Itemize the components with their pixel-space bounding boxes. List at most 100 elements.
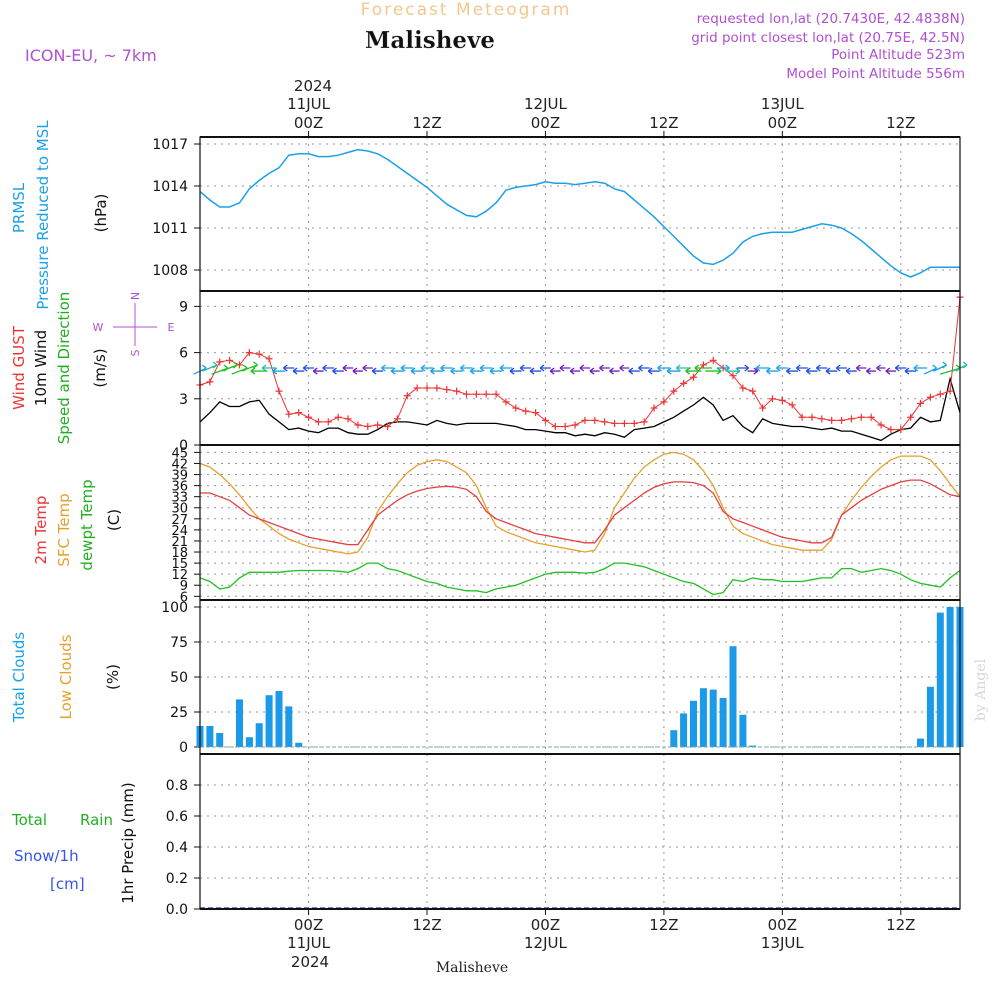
wind-gust-point (403, 392, 411, 400)
precip-ytick-label: 0.6 (166, 809, 188, 825)
wind-ytick-label: 0 (179, 438, 188, 454)
wind-gust-point (482, 390, 490, 398)
wind-direction-arrow (933, 361, 948, 372)
wind-gust-point (798, 413, 806, 421)
wind-gust-point (620, 419, 628, 427)
top-tick-label: 12Z (412, 114, 441, 132)
wind-10m-label: 10m Wind (32, 330, 50, 406)
wind-panel: 0 3 6 9 (179, 291, 968, 454)
top-tick-label: 12Z (649, 114, 678, 132)
wind-gust-point (393, 415, 401, 423)
wind-direction-arrow (666, 367, 681, 375)
temp-ytick-label: 45 (171, 446, 188, 461)
wind-direction-arrow (362, 364, 373, 372)
wind-gust-point (877, 421, 885, 429)
wind-gust-point (571, 421, 579, 429)
top-tick-label: 00Z (531, 114, 560, 132)
snow-label: Snow/1h (14, 847, 79, 865)
temp-ytick-label: 24 (171, 524, 188, 539)
wind-gust-point (226, 356, 234, 364)
wind-gust-point (472, 390, 480, 398)
point-altitude: Point Altitude 523m (831, 47, 965, 63)
wind-direction-arrow (282, 364, 295, 372)
wind-gust-point (285, 410, 293, 418)
wind-gust-point (384, 423, 392, 431)
wind-direction-arrow (815, 364, 828, 372)
wind-gust-point (522, 407, 530, 415)
wind-ytick-label: 6 (179, 346, 188, 362)
total-cloud-bar (729, 646, 737, 747)
wind-direction-arrow (786, 367, 799, 375)
wind-gust-point (887, 426, 895, 434)
pressure-line (199, 148, 960, 278)
panels: 1008101110141017036969121518212427303336… (152, 136, 968, 918)
wind-direction-arrow (519, 364, 532, 372)
total-cloud-bar (236, 699, 243, 747)
wind-direction-arrow (675, 364, 691, 372)
temp-ytick-label: 6 (180, 590, 188, 605)
clouds-ytick-label: 50 (170, 670, 188, 686)
temp-unit-label: (C) (105, 509, 123, 531)
wind-direction-arrow (221, 361, 238, 372)
wind-gust-point (453, 387, 461, 395)
meteogram-subtitle: Forecast Meteogram (361, 0, 572, 20)
total-label: Total (11, 811, 47, 829)
wind-gust-point (709, 356, 717, 364)
wind-gust-point (581, 416, 589, 424)
wind-gust-point (512, 404, 520, 412)
wind-direction-arrow (390, 367, 404, 375)
wind-direction-arrow (904, 367, 917, 375)
top-year-label: 2024 (294, 77, 332, 95)
bottom-date-label: 12JUL (524, 934, 567, 952)
wind-direction-arrow (628, 367, 640, 375)
wind-direction-arrow (876, 364, 886, 372)
bottom-date-label: 11JUL (287, 934, 330, 952)
precip-labels: Total Rain Snow/1h [cm] 1hr Precip (mm) (11, 782, 137, 903)
wind-gust-point (462, 390, 470, 398)
wind-direction-arrow (529, 367, 542, 375)
rain-label: Rain (80, 811, 113, 829)
clouds-unit-label: (%) (104, 664, 122, 690)
temp-ytick-label: 9 (180, 579, 188, 594)
top-tick-label: 12Z (886, 114, 915, 132)
precip-ytick-label: 0.0 (166, 902, 188, 918)
bottom-time-axis: 00Z 12Z 00Z 12Z 00Z 12Z 11JUL 12JUL 13JUL (287, 909, 915, 952)
wind-direction-arrow (755, 364, 770, 372)
temp-ytick-label: 12 (171, 568, 188, 583)
compass-rose-icon: N S W E (93, 292, 175, 357)
compass-s: S (129, 349, 142, 356)
wind-gust-point (640, 418, 648, 426)
wind-direction-arrow (765, 367, 779, 375)
pressure-panel: 1008 1011 1014 1017 (152, 137, 960, 291)
bottom-year-label: 2024 (291, 953, 329, 971)
total-cloud-bar (275, 691, 283, 747)
gridpoint-coords: grid point closest lon,lat (20.75E, 42.5… (691, 30, 965, 46)
total-cloud-bar (719, 698, 727, 747)
wind-direction-arrow (923, 364, 938, 375)
wind-gust-point (749, 387, 757, 395)
wind-gust-line (199, 297, 961, 431)
pressure-labels: PRMSL Pressure Reduced to MSL (hPa) (10, 120, 110, 310)
temp-frame (199, 444, 961, 601)
total-cloud-bar (739, 714, 747, 747)
requested-coords: requested lon,lat (20.7430E, 42.4838N) (697, 11, 965, 27)
temp-dewpt-label: dewpt Temp (78, 479, 96, 570)
precip-panel: 0.0 0.2 0.4 0.6 0.8 (166, 754, 960, 918)
wind-direction-arrow (705, 367, 722, 375)
wind-direction-arrow (469, 367, 483, 375)
wind-gust-point (926, 393, 934, 401)
location-title: Malisheve (365, 27, 495, 54)
temp-2m-label: 2m Temp (32, 496, 50, 565)
wind-direction-arrow (913, 364, 928, 372)
wind-gust-point (601, 418, 609, 426)
credit-watermark: by Angel (973, 658, 989, 721)
wind-gust-point (611, 419, 619, 427)
wind-gust-point (650, 404, 658, 412)
temp-sfc-label: SFC Temp (55, 493, 73, 566)
wind-gust-point (265, 355, 273, 363)
wind-direction-arrow (410, 367, 424, 375)
total-cloud-bar (265, 695, 273, 747)
wind-gust-point (690, 373, 698, 381)
wind-gust-point (808, 413, 816, 421)
